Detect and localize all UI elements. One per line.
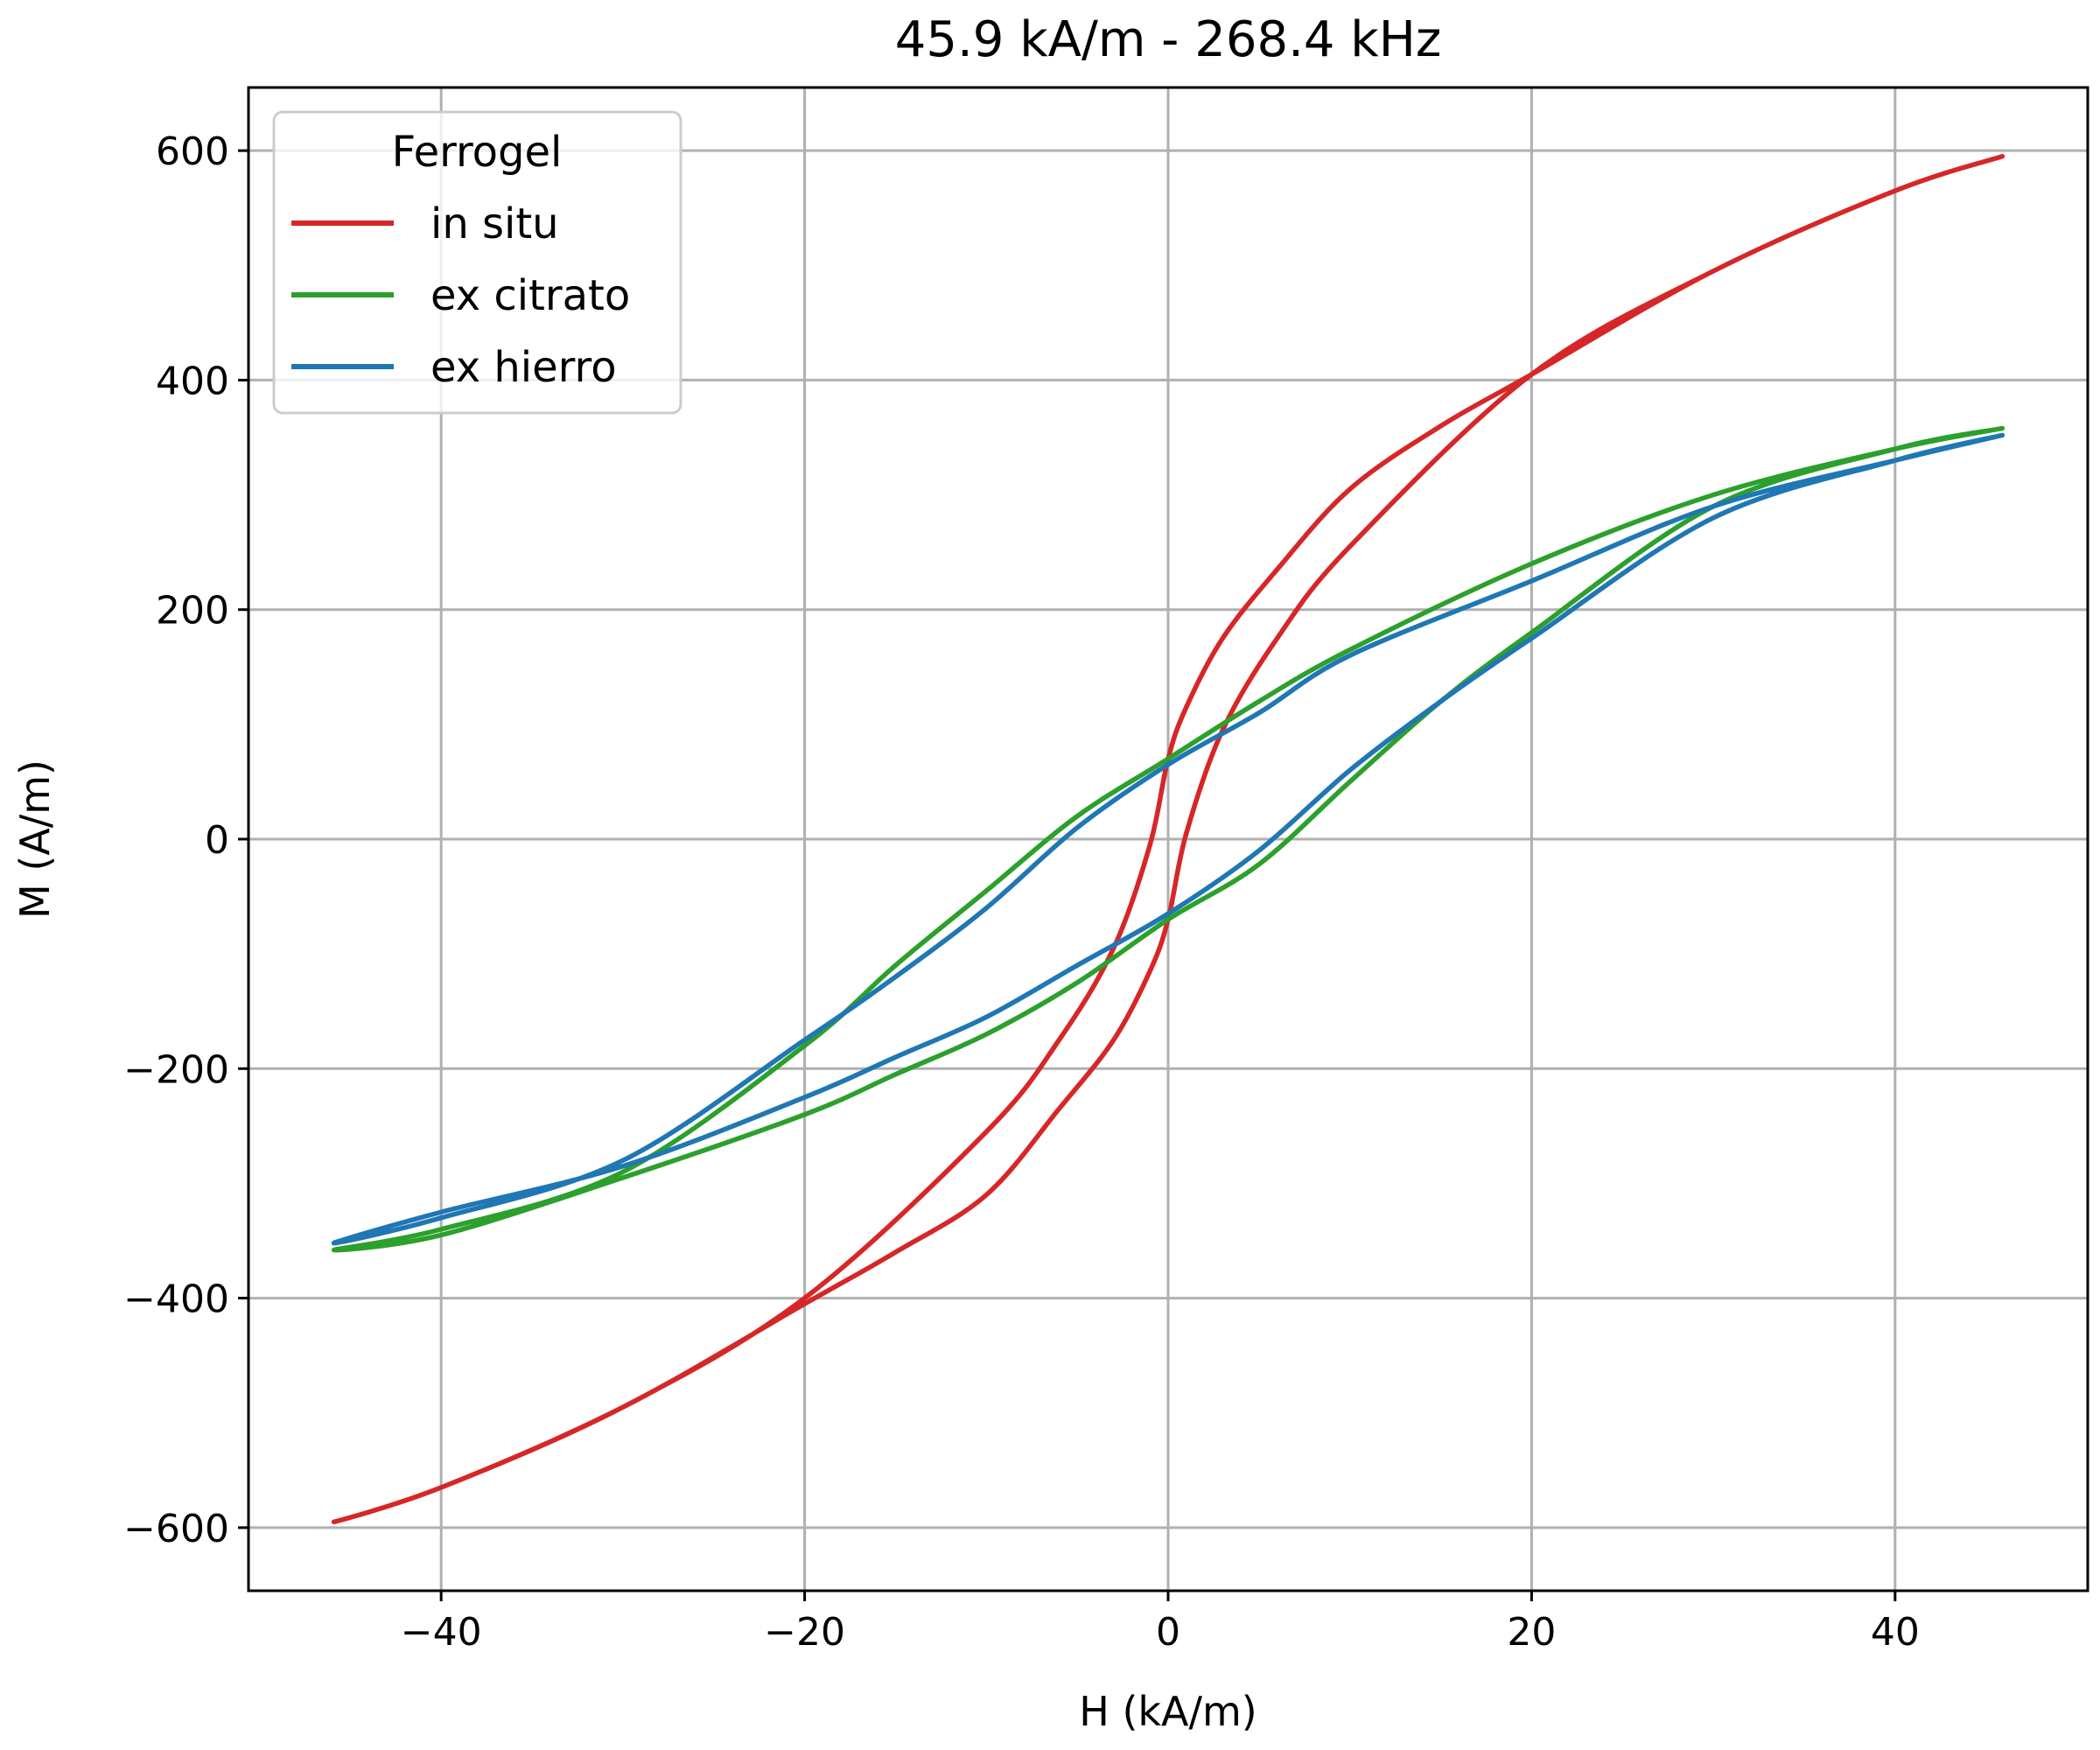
chart-title: 45.9 kA/m - 268.4 kHz — [895, 11, 1442, 68]
series-line-in-situ — [331, 153, 2006, 1525]
legend-label-in-situ: in situ — [430, 200, 559, 248]
series-line-ex-hierro — [331, 432, 2006, 1246]
x-tick-label: 20 — [1507, 1610, 1556, 1655]
y-tick-label: −200 — [123, 1047, 229, 1092]
legend-label-ex-citrato: ex citrato — [430, 271, 630, 320]
x-axis-label: H (kA/m) — [1079, 1688, 1257, 1735]
grid-layer — [248, 88, 2088, 1591]
y-tick-label: 200 — [156, 589, 229, 634]
y-tick-label: 400 — [156, 359, 229, 403]
legend-entries: in situ ex citrato ex hierro — [291, 200, 630, 392]
legend-box — [272, 110, 682, 415]
y-tick-label: 0 — [205, 818, 229, 863]
x-tick-label: −20 — [764, 1610, 845, 1655]
series-layer — [331, 153, 2006, 1525]
legend-label-ex-hierro: ex hierro — [430, 343, 617, 392]
y-axis-label: M (A/m) — [11, 760, 59, 919]
x-tick-label: 0 — [1156, 1610, 1180, 1655]
legend: Ferrogel in situ ex citrato ex hierro — [272, 110, 682, 415]
y-tick-label: 600 — [156, 130, 229, 174]
legend-title: Ferrogel — [392, 128, 563, 177]
y-tick-label: −400 — [123, 1278, 229, 1322]
x-tick-label: 40 — [1871, 1610, 1920, 1655]
y-tick-label: −600 — [123, 1507, 229, 1551]
x-tick-label: −40 — [401, 1610, 482, 1655]
